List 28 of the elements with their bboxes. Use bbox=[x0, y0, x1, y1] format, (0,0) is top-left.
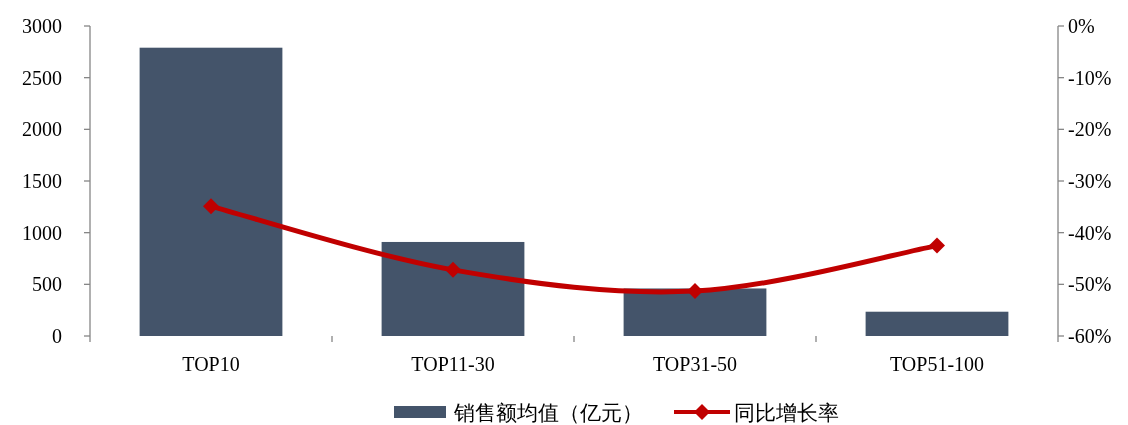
point bbox=[929, 237, 945, 254]
y-tick-label: 0 bbox=[52, 325, 62, 347]
y-tick-label: 500 bbox=[32, 273, 62, 296]
x-tick-label: TOP51-100 bbox=[889, 353, 985, 375]
x-tick-label: TOP31-50 bbox=[652, 353, 738, 375]
bar bbox=[381, 241, 525, 336]
y2-tick-label: -10% bbox=[1068, 66, 1112, 89]
x-tick-label: TOP11-30 bbox=[411, 353, 495, 375]
bar bbox=[865, 311, 1009, 336]
legend-label: 同比增长率 bbox=[734, 401, 839, 425]
legend-label: 销售额均值（亿元） bbox=[453, 401, 643, 425]
y-tick-label: 1000 bbox=[22, 221, 62, 244]
y2-tick-label: -50% bbox=[1068, 273, 1112, 296]
point bbox=[203, 198, 219, 215]
y-tick-label: 1500 bbox=[22, 170, 62, 192]
bar bbox=[139, 47, 283, 336]
bar bbox=[623, 288, 767, 336]
y2-tick-label: -40% bbox=[1068, 221, 1112, 244]
y-tick-label: 2000 bbox=[22, 118, 62, 141]
y-tick-label: 2500 bbox=[22, 66, 62, 89]
x-tick-label: TOP10 bbox=[182, 353, 240, 375]
y2-tick-label: -30% bbox=[1068, 170, 1112, 192]
y-tick-label: 3000 bbox=[22, 15, 62, 37]
y2-tick-label: -20% bbox=[1068, 118, 1112, 141]
point bbox=[687, 283, 703, 300]
y2-tick-label: -60% bbox=[1068, 325, 1112, 347]
y2-tick-label: 0% bbox=[1068, 15, 1095, 37]
point bbox=[445, 261, 461, 278]
